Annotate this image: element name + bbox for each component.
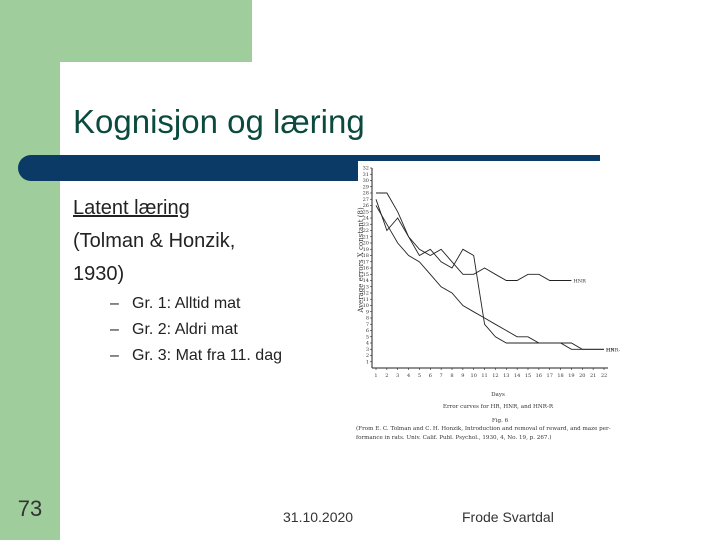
- caption-line-2: (From E. C. Tolman and C. H. Honzik, Int…: [356, 425, 611, 432]
- y-tick-label-28: 28: [363, 191, 369, 197]
- chart-svg: 1234567891011121314151617181920212223242…: [356, 166, 620, 441]
- y-axis-label: Average errors X constant (8): [357, 207, 365, 314]
- y-tick-label-2: 2: [366, 353, 369, 359]
- y-tick-label-8: 8: [366, 316, 369, 322]
- x-tick-label-15: 15: [525, 373, 531, 379]
- series-end-label-hnr: HNR: [573, 279, 586, 285]
- y-tick-label-27: 27: [363, 197, 369, 203]
- slide-title: Kognisjon og læring: [73, 103, 365, 140]
- y-ticks: 1234567891011121314151617181920212223242…: [363, 166, 372, 365]
- x-tick-label-22: 22: [601, 373, 607, 379]
- sub-bullet-1: – Gr. 1: Alltid mat: [110, 291, 282, 317]
- dash-3: –: [110, 347, 119, 364]
- x-tick-label-17: 17: [547, 373, 553, 379]
- x-tick-label-16: 16: [536, 373, 542, 379]
- y-tick-label-11: 11: [363, 297, 369, 303]
- bullet-line-1: Latent læring: [73, 197, 190, 219]
- footer-date: 31.10.2020: [283, 509, 354, 525]
- bar-thin: [358, 155, 600, 161]
- y-tick-label-24: 24: [363, 216, 369, 222]
- error-curve-chart: 1 2 3 4 5 6 7 8 9 10 11 12 13 14 15 16 17 18 19 20 21 22 23 24 2…: [350, 160, 620, 450]
- x-axis-label: Days: [491, 392, 505, 398]
- y-tick-label-23: 23: [363, 222, 369, 228]
- x-tick-label-5: 5: [418, 373, 421, 379]
- decor-green-left: [0, 0, 60, 540]
- y-tick-label-13: 13: [363, 284, 369, 290]
- series-end-label-hr: HR: [606, 347, 614, 353]
- y-tick-label-9: 9: [366, 309, 369, 315]
- series-line-hnr: [376, 192, 572, 281]
- y-tick-label-3: 3: [366, 347, 369, 353]
- caption-line-1: Error curves for HR, HNR, and HNR-R: [443, 404, 554, 410]
- sub-bullet-3: – Gr. 3: Mat fra 11. dag: [110, 343, 282, 369]
- fig-label: Fig. 6: [492, 418, 509, 424]
- x-ticks: 1 2 3 4 5 6 7 8 9 10 11 12 13 14 15 16 17 18 19 20 21 22: [374, 368, 607, 379]
- x-tick-label-14: 14: [514, 373, 520, 379]
- y-tick-label-31: 31: [363, 172, 369, 178]
- series-line-hr: [375, 205, 604, 350]
- x-tick-label-1: 1: [374, 373, 377, 379]
- series-line-hnr-r: [375, 199, 604, 350]
- y-tick-label-21: 21: [363, 234, 369, 240]
- y-tick-label-29: 29: [363, 184, 369, 190]
- slide-number: 73: [17, 496, 43, 521]
- y-tick-label-7: 7: [366, 322, 369, 328]
- y-tick-label-10: 10: [363, 303, 369, 309]
- sub-bullet-text-2: Gr. 2: Aldri mat: [132, 321, 238, 338]
- x-tick-label-6: 6: [429, 373, 432, 379]
- y-tick-label-32: 32: [363, 166, 369, 172]
- main-bullet: Latent læring (Tolman & Honzik, 1930): [73, 192, 235, 291]
- x-tick-label-9: 9: [461, 373, 464, 379]
- y-tick-label-15: 15: [363, 272, 369, 278]
- y-tick-label-17: 17: [363, 259, 369, 265]
- bar-thick: [31, 155, 358, 181]
- x-tick-label-2: 2: [385, 373, 388, 379]
- x-tick-label-13: 13: [503, 373, 509, 379]
- x-tick-label-11: 11: [481, 373, 487, 379]
- y-tick-label-18: 18: [363, 253, 369, 259]
- sub-bullet-list: – Gr. 1: Alltid mat – Gr. 2: Aldri mat – Gr…: [110, 291, 282, 369]
- x-tick-label-4: 4: [407, 373, 410, 379]
- title-underline-bar: [18, 155, 600, 181]
- x-tick-label-18: 18: [557, 373, 563, 379]
- x-tick-label-8: 8: [450, 373, 453, 379]
- x-tick-label-20: 20: [579, 373, 585, 379]
- x-tick-label-3: 3: [396, 373, 399, 379]
- bullet-line-2: (Tolman & Honzik,: [73, 230, 236, 252]
- sub-bullet-2: – Gr. 2: Aldri mat: [110, 317, 282, 343]
- series-end-label-hnr-r: HNR-R: [606, 347, 620, 353]
- x-tick-label-19: 19: [568, 373, 574, 379]
- x-tick-label-10: 10: [471, 373, 477, 379]
- y-tick-label-14: 14: [363, 278, 369, 284]
- y-tick-label-12: 12: [363, 291, 369, 297]
- dash-2: –: [110, 321, 119, 338]
- sub-bullet-text-3: Gr. 3: Mat fra 11. dag: [132, 347, 282, 364]
- y-tick-label-19: 19: [363, 247, 369, 253]
- y-tick-label-20: 20: [363, 241, 369, 247]
- dash-1: –: [110, 295, 119, 312]
- y-tick-label-1: 1: [366, 359, 369, 365]
- y-tick-label-25: 25: [363, 209, 369, 215]
- sub-bullet-text-1: Gr. 1: Alltid mat: [132, 295, 241, 312]
- slide-panel: [60, 62, 720, 540]
- x-tick-label-7: 7: [440, 373, 443, 379]
- chart-axes: [371, 168, 608, 369]
- bullet-line-3: 1930): [73, 263, 125, 285]
- y-tick-label-6: 6: [366, 328, 369, 334]
- y-tick-label-22: 22: [363, 228, 369, 234]
- y-tick-label-5: 5: [366, 334, 369, 340]
- y-tick-label-26: 26: [363, 203, 369, 209]
- x-tick-label-12: 12: [492, 373, 498, 379]
- caption-line-3: formance in rats. Univ. Calif. Publ. Psy…: [356, 434, 551, 441]
- x-tick-label-21: 21: [590, 373, 596, 379]
- y-tick-label-4: 4: [366, 341, 369, 347]
- y-tick-label-30: 30: [363, 178, 369, 184]
- y-tick-label-16: 16: [363, 266, 369, 272]
- footer-author: Frode Svartdal: [462, 509, 554, 525]
